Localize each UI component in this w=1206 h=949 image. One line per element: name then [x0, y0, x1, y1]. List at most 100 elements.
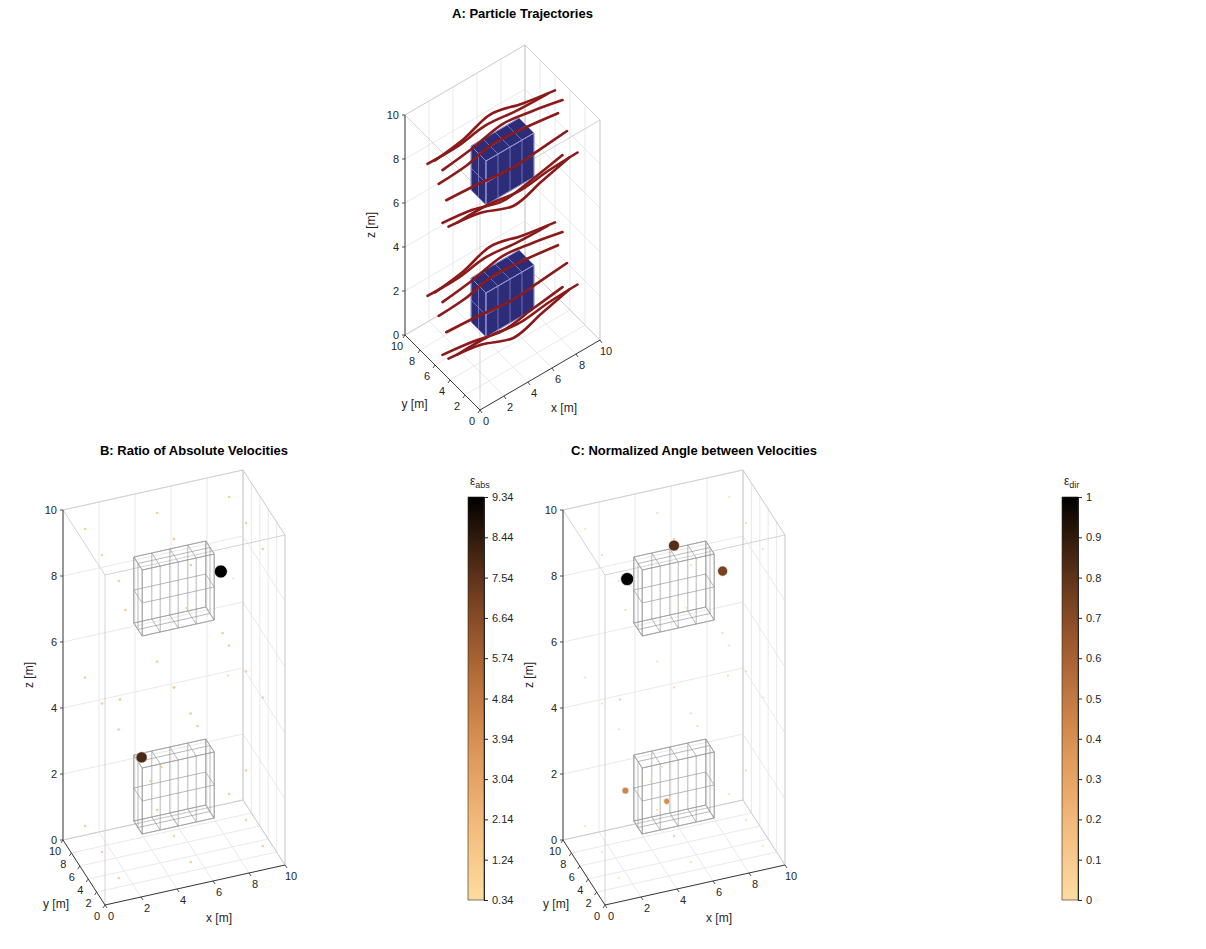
obstacle-mesh [134, 805, 206, 821]
data-point [728, 496, 730, 498]
y-tick-label: 8 [60, 858, 66, 870]
data-point [601, 702, 603, 704]
data-point [745, 670, 747, 672]
colorbar-tick-mark [1078, 497, 1082, 498]
data-point [136, 752, 147, 763]
grid-line [525, 133, 600, 208]
colorbar-tick-mark [484, 497, 488, 498]
z-tick-label: 0 [393, 329, 399, 341]
grid-line [768, 509, 769, 839]
y-tick [69, 853, 71, 856]
y-tick [78, 866, 80, 869]
y-tick-label: 0 [469, 415, 475, 427]
x-axis-title: x [m] [706, 911, 732, 925]
data-point [690, 564, 692, 566]
grid-line [563, 800, 743, 840]
obstacle-mesh [134, 607, 206, 623]
x-tick [285, 865, 287, 868]
x-tick-label: 6 [555, 373, 561, 385]
colorbar-tick-mark [1078, 739, 1082, 740]
colorbar-tick-mark [484, 779, 488, 780]
grid-line [570, 90, 571, 310]
grid-line [635, 824, 677, 889]
axis-titles: x [m]y [m]z [m] [22, 662, 232, 925]
z-tick [560, 642, 563, 643]
data-point [728, 793, 730, 795]
trajectory [449, 157, 570, 226]
trajectory [458, 285, 578, 355]
trajectory [449, 289, 570, 358]
grid-line [563, 840, 605, 905]
obstacle-mesh [642, 587, 714, 603]
axes-box [63, 470, 285, 905]
z-tick-label: 4 [551, 702, 557, 714]
z-tick [560, 708, 563, 709]
obstacle-mesh [486, 265, 534, 293]
x-tick [749, 873, 751, 876]
z-tick-label: 10 [387, 109, 399, 121]
data-point [690, 861, 692, 863]
grid-line [707, 478, 708, 808]
obstacle-mesh [634, 772, 706, 788]
grid-line [405, 45, 525, 115]
x-tick-label: 2 [644, 902, 650, 914]
y-tick-label: 6 [569, 871, 575, 883]
z-tick-label: 10 [45, 504, 57, 516]
x-tick-label: 8 [579, 359, 585, 371]
obstacle-mesh [642, 620, 714, 636]
z-tick [402, 203, 405, 204]
colorbar-tick: 6.64 [484, 612, 513, 624]
obstacle-mesh [706, 805, 714, 818]
grid-line [171, 486, 172, 816]
data-point [261, 548, 264, 551]
data-point [221, 632, 224, 635]
y-tick [433, 365, 435, 368]
colorbar-tick-label: 6.64 [492, 612, 513, 624]
z-tick [560, 774, 563, 775]
grid-line [63, 470, 243, 510]
colorbar-tick-label: 0.5 [1086, 693, 1101, 705]
colorbar-tick: 0.7 [1078, 612, 1101, 624]
colorbar: 00.10.20.30.40.50.60.70.80.91εdir [1062, 474, 1101, 906]
data-point [156, 660, 159, 663]
grid-line [588, 839, 768, 879]
y-tick-label: 8 [560, 858, 566, 870]
grid-line [785, 535, 786, 865]
grid-line [597, 852, 777, 892]
data-point [156, 512, 159, 515]
obstacle-mesh [134, 821, 142, 834]
x-tick [713, 881, 715, 884]
obstacle-mesh [486, 265, 534, 293]
obstacle-mesh [142, 554, 214, 570]
colorbar-title-subscript: dir [1069, 480, 1079, 490]
data-point [584, 528, 586, 530]
box-edge [105, 575, 106, 905]
y-tick-label: 2 [586, 897, 592, 909]
grid-line [563, 536, 743, 576]
colorbar-tick: 7.54 [484, 572, 513, 584]
obstacle-mesh [642, 554, 714, 570]
colorbar-tick-mark [484, 658, 488, 659]
z-tick [60, 708, 63, 709]
data-point [228, 793, 231, 796]
data-point [690, 712, 692, 714]
box-edge [605, 535, 785, 575]
data-point [84, 825, 87, 828]
z-tick-label: 0 [51, 834, 57, 846]
z-tick-label: 8 [393, 153, 399, 165]
data-point [245, 670, 248, 673]
grid-line [743, 800, 785, 865]
colorbar-tick-mark [1078, 819, 1082, 820]
colorbar-tick-mark [484, 739, 488, 740]
colorbar: 0.341.242.143.043.944.845.746.647.548.44… [468, 474, 513, 906]
colorbar-tick-mark [1078, 618, 1082, 619]
grid-line [259, 496, 260, 826]
obstacle-mesh [206, 607, 214, 620]
grid-line [563, 510, 564, 840]
z-tick [560, 510, 563, 511]
y-axis-line [563, 840, 605, 905]
x-axis-line [105, 865, 285, 905]
grid-line [599, 502, 600, 832]
box-edge [105, 535, 285, 575]
obstacle-mesh [634, 755, 642, 768]
